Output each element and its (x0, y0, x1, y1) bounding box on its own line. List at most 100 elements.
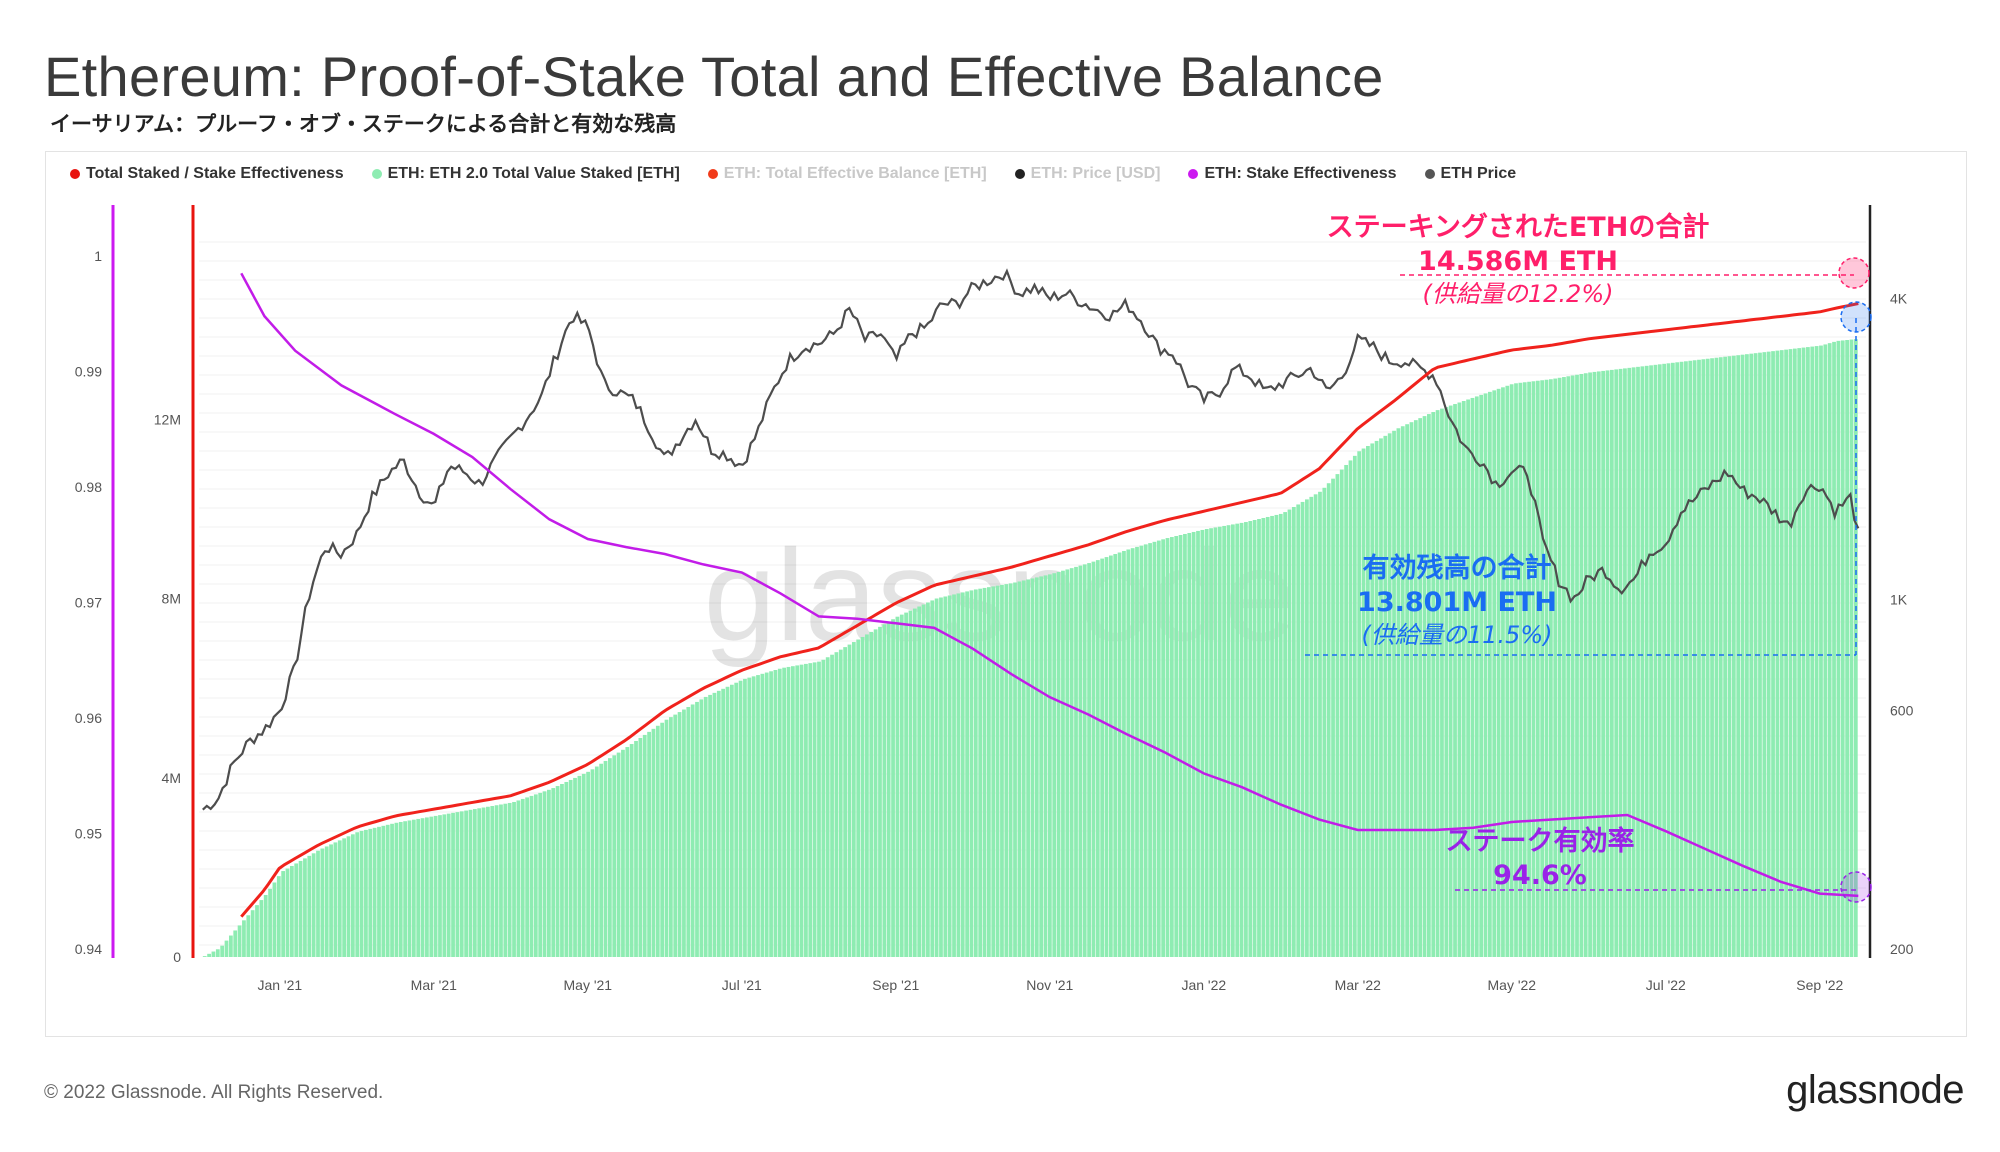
staked-bar (1749, 353, 1754, 957)
legend-item-total-value-staked[interactable]: ETH: ETH 2.0 Total Value Staked [ETH] (371, 165, 680, 183)
effective-annotation-value: 13.801M ETH (1357, 587, 1557, 618)
staked-bar (307, 855, 312, 957)
staked-bar (568, 779, 573, 957)
staked-bar (869, 631, 874, 957)
effectiveness-marker (1840, 871, 1872, 903)
staked-bar (1413, 420, 1418, 957)
staked-bar (1056, 571, 1061, 957)
staked-bar (1531, 381, 1536, 957)
staked-bar (734, 682, 739, 957)
staked-bar (1335, 474, 1340, 957)
staked-bar (634, 740, 638, 957)
legend-item-total-effective-balance[interactable]: ETH: Total Effective Balance [ETH] (707, 165, 987, 183)
staked-bar (1318, 491, 1322, 957)
staked-bar (664, 719, 669, 957)
effectiveness-tick-label: 0.99 (75, 364, 102, 380)
legend-label: ETH: Stake Effectiveness (1204, 165, 1397, 182)
legend-dot-icon (70, 169, 80, 179)
staked-bar (1771, 351, 1775, 957)
effectiveness-annotation-title: ステーク有効率 (1446, 825, 1635, 857)
brand-logo[interactable]: glassnode (1786, 1068, 1964, 1112)
effective-annotation-share: (供給量の11.5%) (1362, 621, 1553, 649)
staked-bar (1675, 362, 1680, 957)
staked-bar (464, 810, 468, 957)
legend-item-total-staked-effectiveness[interactable]: Total Staked / Stake Effectiveness (70, 165, 344, 183)
staked-bar (1644, 365, 1649, 958)
staked-bar (1152, 541, 1157, 957)
staked-bar (1104, 557, 1109, 957)
staked-bar (477, 808, 482, 957)
staked-bar (899, 614, 904, 957)
staked-bar (1278, 513, 1283, 957)
staked-bar (346, 836, 351, 957)
staked-bar (1418, 418, 1423, 957)
staked-bar (1348, 460, 1353, 957)
staked-bar (529, 795, 534, 957)
staked-bar (1792, 348, 1797, 958)
effectiveness-tick-label: 0.97 (75, 595, 102, 611)
staked-bar (1453, 404, 1457, 957)
staked-bar (1670, 362, 1675, 957)
staked-bar (1518, 382, 1523, 957)
staked-bar (1126, 549, 1131, 957)
staked-bar (1331, 478, 1335, 957)
staked-bar (651, 728, 656, 957)
x-tick-label: Jan '22 (1181, 977, 1226, 993)
effectiveness-tick-label: 0.95 (75, 826, 102, 842)
staked-bar (956, 593, 961, 957)
staked-bar (612, 755, 617, 957)
staked-bar (1178, 535, 1183, 957)
x-tick-label: Sep '21 (872, 977, 919, 993)
total-annotation-value: 14.586M ETH (1418, 246, 1618, 277)
staked-bar (599, 763, 604, 957)
staked-bar (625, 747, 630, 957)
staked-bar (1653, 364, 1658, 958)
staked-bar (1235, 523, 1240, 957)
staked-bar (677, 712, 682, 957)
staked-bar (812, 662, 817, 957)
staked-bar (921, 604, 926, 957)
effective-marker (1840, 301, 1872, 333)
legend-dot-icon (1188, 169, 1199, 179)
staked-bar (1135, 546, 1139, 957)
staked-bar (1048, 574, 1052, 957)
legend-item-stake-effectiveness[interactable]: ETH: Stake Effectiveness (1188, 165, 1397, 183)
staked-bar (1296, 504, 1301, 957)
legend-item-price-usd[interactable]: ETH: Price [USD] (1014, 165, 1160, 183)
staked-bar (242, 920, 246, 957)
staked-bar (411, 819, 416, 957)
staked-bar (1666, 363, 1671, 957)
staked-bar (1779, 350, 1784, 957)
staked-bar (851, 642, 856, 957)
staked-bar (790, 666, 795, 957)
x-tick-label: Jul '22 (1646, 977, 1686, 993)
staked-bar (590, 769, 595, 957)
staked-bar (1440, 408, 1444, 958)
staked-bar (329, 844, 333, 957)
balance-tick-label: 8M (162, 591, 181, 607)
effectiveness-annotation-value: 94.6% (1493, 860, 1587, 891)
staked-bar (1239, 522, 1244, 957)
staked-bar (760, 673, 765, 957)
x-tick-label: Mar '22 (1335, 977, 1381, 993)
staked-bar (743, 678, 747, 957)
staked-bar (1082, 564, 1087, 957)
staked-bar (581, 773, 586, 957)
staked-bar (1217, 526, 1222, 957)
staked-bar (1222, 525, 1227, 957)
x-tick-label: Jan '21 (257, 977, 302, 993)
staked-bar (1370, 443, 1375, 957)
staked-bar (808, 663, 813, 957)
staked-bar (350, 834, 355, 957)
staked-bar (1409, 422, 1414, 957)
staked-bar (398, 821, 403, 957)
staked-bar (1017, 581, 1022, 957)
staked-bar (960, 592, 965, 957)
staked-bar (1422, 416, 1427, 958)
staked-bar (1130, 548, 1135, 957)
staked-bar (220, 945, 225, 957)
staked-bar (804, 663, 808, 957)
legend-item-eth-price[interactable]: ETH Price (1424, 165, 1516, 183)
staked-bar (573, 777, 577, 957)
